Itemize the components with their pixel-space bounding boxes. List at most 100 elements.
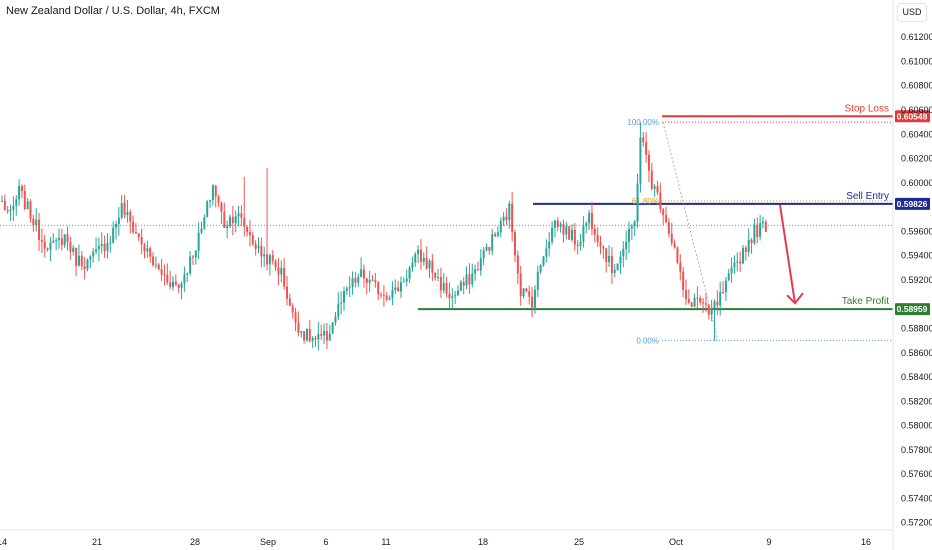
candle (209, 199, 212, 209)
candle-body (622, 248, 625, 257)
candle (357, 273, 360, 288)
price-tick-label: 0.59200 (901, 275, 932, 285)
candle-body (619, 256, 622, 264)
candle-body (425, 257, 428, 269)
candle-body (414, 254, 417, 263)
candle-body (283, 267, 286, 287)
candle (328, 324, 331, 341)
candle (268, 253, 271, 276)
candle-body (391, 290, 394, 298)
candle (411, 256, 414, 272)
candle (248, 220, 251, 247)
candle (579, 233, 582, 251)
candle (126, 199, 129, 223)
candle-body (92, 251, 95, 257)
currency-selector[interactable]: USD (897, 3, 927, 22)
candle (636, 173, 639, 229)
candle-body (234, 216, 237, 224)
candle-body (459, 281, 462, 291)
candle (588, 209, 591, 231)
candle-body (565, 226, 568, 235)
price-tick-label: 0.59400 (901, 251, 932, 261)
candle-body (300, 331, 303, 333)
candle-body (761, 221, 764, 224)
candle (619, 251, 622, 274)
candle (38, 212, 41, 251)
candle-body (528, 291, 531, 297)
candle (733, 255, 736, 274)
price-axis: 0.61200 0.61000 0.60800 0.60600 0.60400 0.602… (892, 0, 932, 550)
candle-body (6, 210, 9, 212)
candle-body (112, 227, 115, 243)
candle-body (1, 200, 3, 202)
candle (83, 256, 86, 280)
time-tick-label: 21 (92, 537, 102, 547)
candle-body (630, 226, 633, 229)
candle (311, 336, 314, 349)
candle-body (485, 247, 488, 251)
candle (482, 246, 485, 266)
candle-body (548, 241, 551, 249)
candle-body (260, 245, 263, 257)
candle (169, 270, 172, 290)
price-tick-label: 0.60200 (901, 154, 932, 164)
candle (405, 269, 408, 287)
candle-body (229, 216, 231, 226)
candle (502, 212, 505, 227)
candle-body (650, 170, 653, 189)
candle-body (231, 216, 234, 224)
time-tick-label: 9 (766, 537, 771, 547)
level-price-label: 0.58959 (897, 304, 928, 314)
candle (12, 196, 15, 221)
candle-body (137, 233, 140, 237)
candle-body (354, 278, 357, 283)
candle-body (402, 281, 405, 283)
candle (243, 176, 246, 237)
candle-body (40, 239, 43, 242)
candle (687, 289, 690, 305)
candle-body (405, 278, 408, 282)
candle (445, 276, 448, 298)
candle-body (636, 183, 639, 222)
candle-body (562, 224, 565, 235)
candle (571, 224, 573, 243)
price-tick-label: 0.57600 (901, 469, 932, 479)
candle (528, 285, 531, 305)
candle-body (656, 186, 659, 193)
candle-body (72, 247, 75, 253)
candle (491, 228, 494, 256)
candle (744, 245, 747, 261)
fib-level: 100.00% (627, 118, 893, 127)
candle (75, 247, 78, 277)
candle-body (69, 242, 72, 253)
candle-body (568, 226, 571, 240)
candle-body (134, 232, 137, 234)
price-tick-label: 0.58200 (901, 396, 932, 406)
candle (189, 250, 192, 276)
candle-body (736, 261, 739, 263)
price-tick-label: 0.58800 (901, 323, 932, 333)
candle (605, 247, 608, 273)
candle (197, 222, 200, 259)
candle (704, 292, 707, 313)
candle-body (687, 298, 690, 303)
candle-body (345, 288, 348, 292)
candle (485, 243, 488, 252)
candle (43, 234, 46, 258)
candle-body (388, 297, 391, 300)
candle-body (38, 219, 41, 240)
candle-body (325, 330, 328, 341)
candle-body (730, 267, 733, 274)
candle (117, 207, 120, 237)
candle (391, 281, 394, 306)
candle (100, 232, 103, 254)
candle (736, 252, 739, 272)
candle (308, 319, 311, 343)
candle (200, 221, 203, 235)
candle (667, 218, 670, 238)
candle-body (66, 234, 69, 243)
candle-body (123, 202, 126, 215)
candle-body (248, 232, 251, 236)
candle-body (320, 333, 323, 336)
